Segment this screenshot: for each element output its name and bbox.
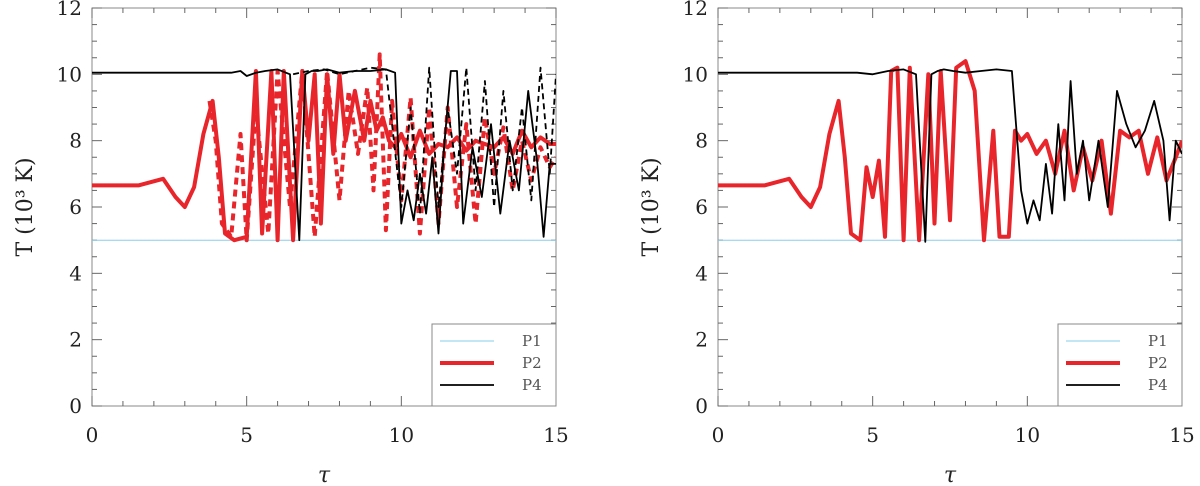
legend-label-p2: P2 (1148, 354, 1168, 372)
legend-label-p4: P4 (522, 376, 542, 394)
x-tick-label: 0 (712, 423, 725, 447)
y-tick-label: 4 (695, 261, 708, 285)
x-tick-label: 10 (389, 423, 414, 447)
x-tick-label: 15 (543, 423, 568, 447)
y-axis-label: T (10³ K) (13, 157, 38, 256)
y-tick-label: 4 (69, 261, 82, 285)
x-tick-label: 0 (86, 423, 99, 447)
y-tick-label: 0 (69, 394, 82, 418)
y-tick-label: 10 (683, 62, 708, 86)
series-group (92, 52, 556, 243)
legend-label-p2: P2 (522, 354, 542, 372)
y-tick-label: 6 (69, 195, 82, 219)
y-tick-label: 12 (57, 0, 82, 20)
y-tick-label: 2 (69, 328, 82, 352)
series-line-p2 (92, 69, 556, 243)
legend: P1 P2 P4 (431, 323, 557, 407)
legend: P1 P2 P4 (1057, 323, 1183, 407)
series-line-p2 (718, 59, 1182, 243)
series-line-p2-dashed (207, 52, 556, 243)
y-tick-label: 8 (69, 129, 82, 153)
x-axis-label: τ (944, 463, 957, 486)
x-tick-label: 5 (240, 423, 253, 447)
y-tick-label: 2 (695, 328, 708, 352)
y-axis-label: T (10³ K) (639, 157, 664, 256)
legend-label-p1: P1 (522, 332, 542, 350)
y-tick-label: 12 (683, 0, 708, 20)
x-axis-label: τ (318, 463, 331, 486)
chart-panel-2: 0 5 10 15 0 2 4 6 8 10 12 τ T (10³ K) P1 P2 P4 (639, 0, 1195, 486)
y-tick-label: 6 (695, 195, 708, 219)
legend-label-p4: P4 (1148, 376, 1168, 394)
series-line-p4 (718, 68, 1182, 243)
series-line-p4-dashed (292, 66, 556, 215)
series-group (718, 59, 1182, 243)
y-tick-label: 8 (695, 129, 708, 153)
legend-label-p1: P1 (1148, 332, 1168, 350)
x-tick-label: 15 (1169, 423, 1194, 447)
chart-panel-1: 0 5 10 15 0 2 4 6 8 10 12 τ T (10³ K) P1 P2 P4 (13, 0, 569, 486)
y-tick-label: 0 (695, 394, 708, 418)
series-line-p4 (92, 68, 556, 242)
y-tick-label: 10 (57, 62, 82, 86)
x-tick-label: 5 (866, 423, 879, 447)
x-tick-label: 10 (1015, 423, 1040, 447)
